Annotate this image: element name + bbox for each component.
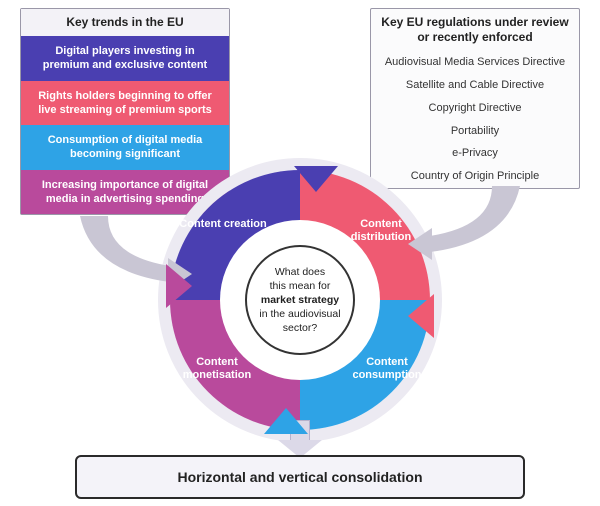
cycle-center-text: What does this mean for market strategy … [259,265,340,336]
center-line-bold: market strategy [261,294,339,306]
trend-row: Digital players investing in premium and… [21,36,229,81]
trends-header: Key trends in the EU [21,9,229,36]
center-line: What does [275,266,325,278]
center-line: this mean for [270,280,331,292]
trend-row: Rights holders beginning to offer live s… [21,81,229,126]
connector-arrow-right-icon [400,186,540,266]
regulations-header: Key EU regulations under review or recen… [371,9,579,51]
cycle-diagram: Content creation Content distribution Co… [170,170,430,430]
trend-row: Consumption of digital media becoming si… [21,125,229,170]
center-line: in the audiovisual [259,308,340,320]
bottom-band: Horizontal and vertical consolidation [75,455,525,499]
regulation-item: Satellite and Cable Directive [371,74,579,97]
cycle-arrowhead-icon [294,166,338,192]
regulation-item: Copyright Directive [371,97,579,120]
cycle-center: What does this mean for market strategy … [245,245,355,355]
center-line: sector? [283,322,317,334]
regulation-item: e-Privacy [371,142,579,165]
cycle-arrowhead-icon [264,408,308,434]
regulation-item: Portability [371,120,579,143]
cycle-arrowhead-icon [166,264,192,308]
regulation-item: Audiovisual Media Services Directive [371,51,579,74]
regulations-box: Key EU regulations under review or recen… [370,8,580,189]
cycle-arrowhead-icon [408,294,434,338]
